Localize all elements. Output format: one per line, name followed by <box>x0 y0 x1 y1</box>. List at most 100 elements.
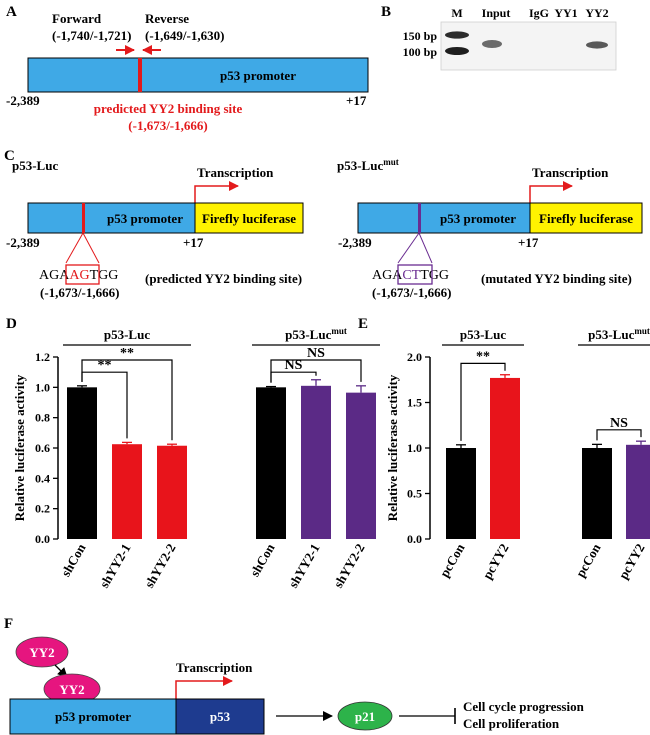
site-mark-wt <box>82 203 85 233</box>
outcome-cell-cycle: Cell cycle progression <box>463 699 585 714</box>
reverse-primer-range: (-1,649/-1,630) <box>145 28 224 43</box>
site-mark-mut <box>418 203 421 233</box>
chart-d-cat-label-5: shYY2-2 <box>330 541 367 590</box>
luciferase-bar-mut <box>529 202 643 234</box>
chart-e-ylabel: Relative luciferase activity <box>385 374 400 521</box>
p53-promoter-box <box>9 698 177 735</box>
zoom-line-wt-right <box>82 232 100 264</box>
seq-wt: AGAAGTGG <box>39 268 118 283</box>
seq-box-wt <box>65 264 100 285</box>
p53-gene-label: p53 <box>210 709 231 724</box>
chart-d-sig-bracket-2 <box>270 371 317 383</box>
end-pos-wt: +17 <box>183 235 204 250</box>
gel-band-ladder-100 <box>445 47 469 55</box>
transcription-label-f: Transcription <box>176 660 253 675</box>
start-pos-wt: -2,389 <box>6 235 40 250</box>
transcription-arrow-f <box>175 676 233 699</box>
lane-label-yy1: YY1 <box>554 6 577 20</box>
chart-e-sig-label-1: NS <box>610 416 628 431</box>
lane-label-m: M <box>451 6 462 20</box>
panel-letter-b: B <box>381 4 391 20</box>
yy2-label-bound: YY2 <box>59 682 84 697</box>
chart-d-sig-bracket-1 <box>81 359 173 441</box>
chart-e-cat-label-2: pcCon <box>573 540 604 579</box>
chart-d-ytick-label-5: 1.0 <box>35 380 50 394</box>
chart-d-ytick-label-6: 1.2 <box>35 350 50 364</box>
zoom-line-mut-right <box>418 232 433 264</box>
promoter-label-wt: p53 promoter <box>107 211 183 226</box>
chart-d-sig-label-0: ** <box>98 358 112 373</box>
promoter-label: p53 promoter <box>220 68 296 83</box>
chart-e-ytick-label-4: 2.0 <box>407 350 422 364</box>
lane-label-yy2: YY2 <box>585 6 608 20</box>
luciferase-label-mut: Firefly luciferase <box>539 211 633 226</box>
p53-promoter-bar <box>27 57 369 93</box>
panel-letter-e: E <box>358 316 368 332</box>
zoom-line-wt-left <box>65 232 84 264</box>
chart-e-cat-label-1: pcYY2 <box>479 541 511 582</box>
note-wt: (predicted YY2 binding site) <box>145 271 302 286</box>
gel-band-ladder-150 <box>445 31 469 39</box>
chart-d-ytick-label-4: 0.8 <box>35 411 50 425</box>
panel-letter-c: C <box>4 148 15 164</box>
chart-d-sig-label-1: ** <box>120 346 134 361</box>
chart-e-sig-bracket-1 <box>596 429 642 441</box>
ladder-100: 100 bp <box>403 45 438 59</box>
chart-e-ytick-label-0: 0.0 <box>407 532 422 546</box>
chart-e-bar-2 <box>582 448 612 539</box>
panel-f: F YY2 YY2 Transcription p53 promoter p53… <box>4 616 585 735</box>
chart-d-sig-label-3: NS <box>307 346 325 361</box>
yy2-label-free: YY2 <box>29 645 54 660</box>
chart-d-group-label-1: p53-Lucmut <box>285 326 347 342</box>
construct-title-wt: p53-Luc <box>12 158 58 173</box>
transcription-label-mut: Transcription <box>532 165 609 180</box>
range-wt: (-1,673/-1,666) <box>40 285 119 300</box>
luciferase-bar-wt <box>194 202 304 234</box>
ladder-150: 150 bp <box>403 29 438 43</box>
chart-e-group-label-0: p53-Luc <box>460 327 506 342</box>
chart-e-ytick-label-1: 0.5 <box>407 487 422 501</box>
p21-label: p21 <box>355 709 375 724</box>
p53-promoter-label: p53 promoter <box>55 709 131 724</box>
chart-d-bar-5 <box>346 392 376 539</box>
construct-title-mut: p53-Lucmut <box>337 157 399 173</box>
chart-d-ytick-label-2: 0.4 <box>35 471 50 485</box>
chart-e-cat-label-3: pcYY2 <box>615 541 647 582</box>
chart-d-ytick-label-3: 0.6 <box>35 441 50 455</box>
reverse-primer-label: Reverse <box>145 11 189 26</box>
lane-label-input: Input <box>482 6 511 20</box>
binding-site-label: predicted YY2 binding site <box>94 101 243 116</box>
chart-d-cat-label-3: shCon <box>247 540 278 579</box>
yy2-binding-site-mark <box>138 58 142 92</box>
panel-c: C p53-Luc p53-Lucmut Transcription p53 p… <box>4 148 643 300</box>
yy2-oval-free <box>15 636 69 668</box>
transcription-arrow-mut <box>529 181 573 203</box>
range-mut: (-1,673/-1,666) <box>372 285 451 300</box>
chart-d-bar-0 <box>67 387 97 539</box>
luciferase-label-wt: Firefly luciferase <box>202 211 296 226</box>
chart-e-ytick-label-3: 1.5 <box>407 396 422 410</box>
binding-site-range: (-1,673/-1,666) <box>128 118 207 133</box>
zoom-line-mut-left <box>397 232 420 264</box>
chart-e-group-label-1: p53-Lucmut <box>588 326 650 342</box>
transcription-arrow-wt <box>194 181 239 203</box>
chart-d-cat-label-2: shYY2-2 <box>141 541 178 590</box>
chart-d: 0.0 0.2 0.4 0.6 0.8 1.0 1.2 Relative luciferase… <box>12 326 380 590</box>
chart-e-bar-0 <box>446 448 476 539</box>
chart-e-bar-1 <box>490 377 520 539</box>
note-mut: (mutated YY2 binding site) <box>481 271 632 286</box>
lane-label-igg: IgG <box>529 6 549 20</box>
gel-band-yy2 <box>586 41 608 49</box>
forward-primer-range: (-1,740/-1,721) <box>52 28 131 43</box>
chart-e-bar-3 <box>626 444 650 539</box>
chart-d-bar-3 <box>256 387 286 539</box>
promoter-start-pos: -2,389 <box>6 93 40 108</box>
chart-d-bar-1 <box>112 444 142 539</box>
panel-letter-d: D <box>6 316 17 332</box>
outcome-proliferation: Cell proliferation <box>463 716 560 731</box>
chart-e: 0.0 0.5 1.0 1.5 2.0 Relative luciferase activ… <box>385 326 650 582</box>
chart-d-ylabel: Relative luciferase activity <box>12 374 27 521</box>
seq-mut: AGACTTGG <box>372 268 449 283</box>
chart-e-sig-label-0: ** <box>476 349 490 364</box>
